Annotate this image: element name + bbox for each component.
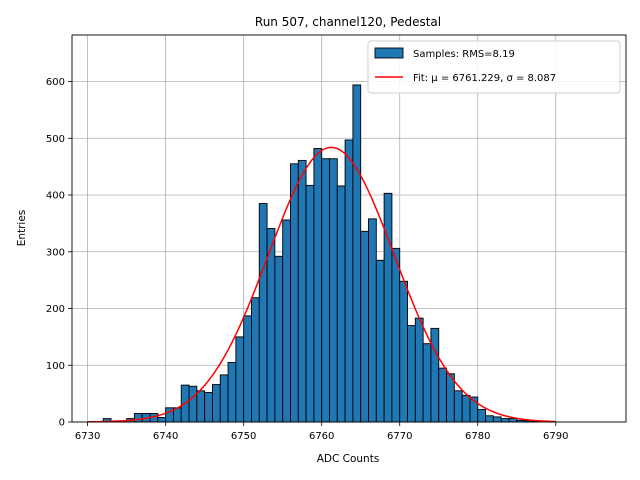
histogram-bar: [399, 280, 408, 423]
y-tick-label: 300: [46, 247, 65, 258]
x-tick-label: 6750: [231, 431, 256, 442]
histogram-bar: [274, 255, 284, 423]
histogram-bar: [461, 394, 471, 423]
histogram-bar: [391, 247, 401, 423]
histogram-bar: [258, 203, 268, 423]
histogram-bar: [227, 361, 237, 423]
histogram-bar: [157, 417, 167, 423]
histogram-bar: [383, 192, 393, 423]
y-axis-label: Entries: [16, 210, 28, 247]
histogram-bar: [453, 390, 463, 423]
gaussian-fit-curve: [87, 146, 556, 423]
x-tick-label: 6790: [543, 431, 568, 442]
x-tick-label: 6760: [309, 431, 334, 442]
histogram-bar: [360, 230, 369, 423]
plot-frame: [71, 34, 627, 423]
y-tick-label: 500: [46, 134, 65, 145]
histogram-bar: [297, 159, 307, 423]
histogram-bar: [266, 228, 276, 423]
histogram-bars: [102, 84, 541, 423]
histogram-bar: [196, 390, 206, 423]
histogram-bar: [430, 327, 440, 423]
legend-histogram-label: Samples: RMS=8.19: [413, 49, 515, 60]
y-tick-label: 0: [59, 418, 65, 429]
histogram-bar: [352, 84, 362, 423]
legend-histogram-swatch: [374, 47, 404, 59]
histogram-bar: [251, 297, 260, 423]
histogram-bar: [446, 373, 455, 423]
x-tick-label: 6740: [153, 431, 178, 442]
x-tick-label: 6780: [465, 431, 490, 442]
histogram-bar: [500, 418, 510, 423]
histogram-bar: [305, 184, 315, 423]
histogram-bar: [329, 158, 338, 423]
histogram-bar: [414, 317, 424, 423]
histogram-bar: [477, 409, 486, 423]
x-axis-label: ADC Counts: [317, 453, 380, 465]
chart-title: Run 507, channel120, Pedestal: [255, 15, 441, 29]
histogram-bar: [485, 415, 494, 423]
histogram-bar: [235, 336, 245, 423]
histogram-bar: [204, 392, 213, 423]
legend-fit-label: Fit: μ = 6761.229, σ = 8.087: [413, 73, 556, 84]
histogram-bar: [282, 219, 291, 423]
x-axis-ticks: 6730 6740 6750 6760 6770 6780 6790: [75, 422, 569, 442]
histogram-bar: [290, 163, 299, 423]
x-tick-label: 6770: [387, 431, 412, 442]
histogram-bar: [243, 315, 252, 423]
histogram-bar: [188, 385, 198, 423]
histogram-bar: [313, 148, 323, 423]
histogram-bar: [321, 158, 330, 423]
y-axis-ticks: 0 100 200 300 400 500 600: [46, 77, 72, 429]
histogram-bar: [407, 325, 416, 423]
legend: Samples: RMS=8.19 Fit: μ = 6761.229, σ =…: [367, 40, 621, 94]
histogram-bar: [508, 418, 518, 423]
histogram-bar: [422, 343, 432, 423]
histogram-bar: [212, 384, 221, 423]
histogram-bar: [219, 374, 229, 423]
y-tick-label: 100: [46, 361, 65, 372]
histogram-bar: [492, 416, 502, 423]
histogram-bar: [133, 413, 143, 423]
y-tick-label: 600: [46, 77, 65, 88]
legend-box: [367, 40, 621, 94]
y-tick-label: 400: [46, 191, 65, 202]
histogram-bar: [368, 218, 377, 423]
histogram-bar: [336, 185, 346, 423]
y-tick-label: 200: [46, 304, 65, 315]
histogram-bar: [438, 367, 447, 423]
x-tick-label: 6730: [75, 431, 100, 442]
histogram-bar: [344, 139, 354, 423]
histogram-bar: [375, 259, 385, 423]
